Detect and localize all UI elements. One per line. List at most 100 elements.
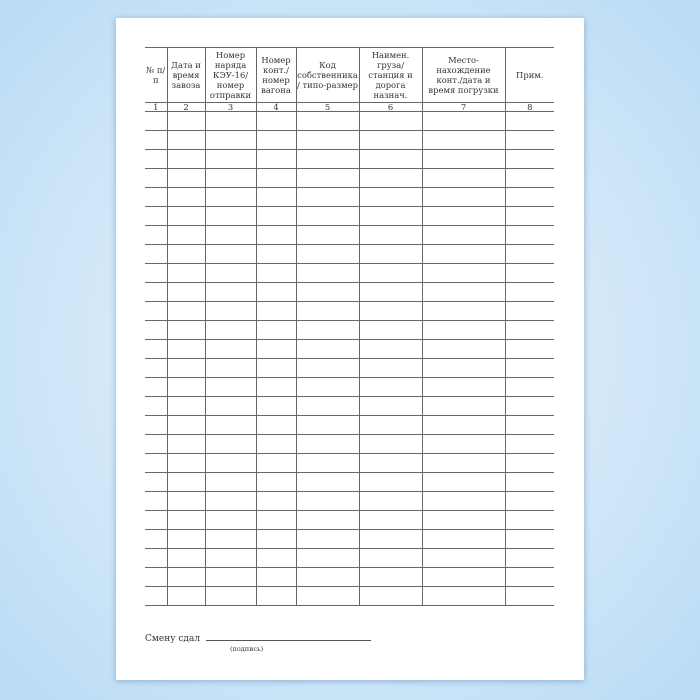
table-cell[interactable] bbox=[166, 548, 206, 568]
table-cell[interactable] bbox=[504, 282, 554, 302]
table-cell[interactable] bbox=[358, 168, 423, 188]
table-cell[interactable] bbox=[255, 111, 297, 131]
table-cell[interactable] bbox=[166, 282, 206, 302]
table-cell[interactable] bbox=[166, 472, 206, 492]
table-cell[interactable] bbox=[145, 567, 168, 587]
table-cell[interactable] bbox=[166, 206, 206, 226]
table-cell[interactable] bbox=[166, 529, 206, 549]
table-cell[interactable] bbox=[145, 206, 168, 226]
table-cell[interactable] bbox=[166, 434, 206, 454]
table-cell[interactable] bbox=[145, 510, 168, 530]
table-cell[interactable] bbox=[145, 548, 168, 568]
table-cell[interactable] bbox=[295, 206, 360, 226]
table-cell[interactable] bbox=[204, 168, 257, 188]
table-cell[interactable] bbox=[204, 586, 257, 606]
table-cell[interactable] bbox=[504, 206, 554, 226]
table-cell[interactable] bbox=[204, 339, 257, 359]
table-cell[interactable] bbox=[504, 472, 554, 492]
table-cell[interactable] bbox=[421, 358, 506, 378]
table-cell[interactable] bbox=[504, 491, 554, 511]
table-cell[interactable] bbox=[145, 225, 168, 245]
table-cell[interactable] bbox=[421, 130, 506, 150]
table-cell[interactable] bbox=[295, 358, 360, 378]
table-cell[interactable] bbox=[421, 510, 506, 530]
table-cell[interactable] bbox=[295, 130, 360, 150]
table-cell[interactable] bbox=[166, 567, 206, 587]
table-cell[interactable] bbox=[145, 187, 168, 207]
table-cell[interactable] bbox=[166, 320, 206, 340]
table-cell[interactable] bbox=[255, 586, 297, 606]
table-cell[interactable] bbox=[255, 225, 297, 245]
table-cell[interactable] bbox=[358, 320, 423, 340]
table-cell[interactable] bbox=[504, 548, 554, 568]
table-cell[interactable] bbox=[504, 339, 554, 359]
table-cell[interactable] bbox=[295, 111, 360, 131]
table-cell[interactable] bbox=[358, 415, 423, 435]
table-cell[interactable] bbox=[295, 396, 360, 416]
table-cell[interactable] bbox=[358, 434, 423, 454]
table-cell[interactable] bbox=[255, 206, 297, 226]
table-cell[interactable] bbox=[166, 415, 206, 435]
table-cell[interactable] bbox=[504, 415, 554, 435]
table-cell[interactable] bbox=[145, 358, 168, 378]
table-cell[interactable] bbox=[504, 320, 554, 340]
table-cell[interactable] bbox=[145, 282, 168, 302]
table-cell[interactable] bbox=[358, 396, 423, 416]
table-cell[interactable] bbox=[358, 491, 423, 511]
table-cell[interactable] bbox=[166, 149, 206, 169]
table-cell[interactable] bbox=[504, 225, 554, 245]
table-cell[interactable] bbox=[358, 472, 423, 492]
table-cell[interactable] bbox=[204, 320, 257, 340]
table-cell[interactable] bbox=[504, 263, 554, 283]
table-cell[interactable] bbox=[421, 339, 506, 359]
table-cell[interactable] bbox=[295, 320, 360, 340]
table-cell[interactable] bbox=[255, 453, 297, 473]
table-cell[interactable] bbox=[204, 244, 257, 264]
table-cell[interactable] bbox=[295, 301, 360, 321]
table-cell[interactable] bbox=[255, 472, 297, 492]
table-cell[interactable] bbox=[295, 168, 360, 188]
table-cell[interactable] bbox=[166, 130, 206, 150]
table-cell[interactable] bbox=[421, 168, 506, 188]
table-cell[interactable] bbox=[255, 282, 297, 302]
table-cell[interactable] bbox=[255, 149, 297, 169]
table-cell[interactable] bbox=[358, 453, 423, 473]
table-cell[interactable] bbox=[421, 206, 506, 226]
table-cell[interactable] bbox=[145, 529, 168, 549]
table-cell[interactable] bbox=[421, 187, 506, 207]
table-cell[interactable] bbox=[295, 263, 360, 283]
table-cell[interactable] bbox=[204, 567, 257, 587]
table-cell[interactable] bbox=[255, 320, 297, 340]
table-cell[interactable] bbox=[255, 168, 297, 188]
table-cell[interactable] bbox=[421, 282, 506, 302]
table-cell[interactable] bbox=[166, 510, 206, 530]
table-cell[interactable] bbox=[204, 187, 257, 207]
table-cell[interactable] bbox=[145, 301, 168, 321]
table-cell[interactable] bbox=[358, 339, 423, 359]
table-cell[interactable] bbox=[504, 149, 554, 169]
table-cell[interactable] bbox=[255, 244, 297, 264]
table-cell[interactable] bbox=[255, 415, 297, 435]
table-cell[interactable] bbox=[504, 187, 554, 207]
table-cell[interactable] bbox=[421, 225, 506, 245]
table-cell[interactable] bbox=[358, 111, 423, 131]
table-cell[interactable] bbox=[295, 472, 360, 492]
table-cell[interactable] bbox=[204, 510, 257, 530]
table-cell[interactable] bbox=[504, 244, 554, 264]
table-cell[interactable] bbox=[358, 529, 423, 549]
table-cell[interactable] bbox=[145, 339, 168, 359]
table-cell[interactable] bbox=[204, 206, 257, 226]
table-cell[interactable] bbox=[504, 301, 554, 321]
table-cell[interactable] bbox=[421, 149, 506, 169]
table-cell[interactable] bbox=[504, 567, 554, 587]
table-cell[interactable] bbox=[421, 586, 506, 606]
table-cell[interactable] bbox=[295, 282, 360, 302]
table-cell[interactable] bbox=[358, 377, 423, 397]
table-cell[interactable] bbox=[504, 168, 554, 188]
table-cell[interactable] bbox=[166, 111, 206, 131]
table-cell[interactable] bbox=[504, 377, 554, 397]
table-cell[interactable] bbox=[421, 377, 506, 397]
table-cell[interactable] bbox=[295, 149, 360, 169]
table-cell[interactable] bbox=[166, 244, 206, 264]
table-cell[interactable] bbox=[255, 491, 297, 511]
